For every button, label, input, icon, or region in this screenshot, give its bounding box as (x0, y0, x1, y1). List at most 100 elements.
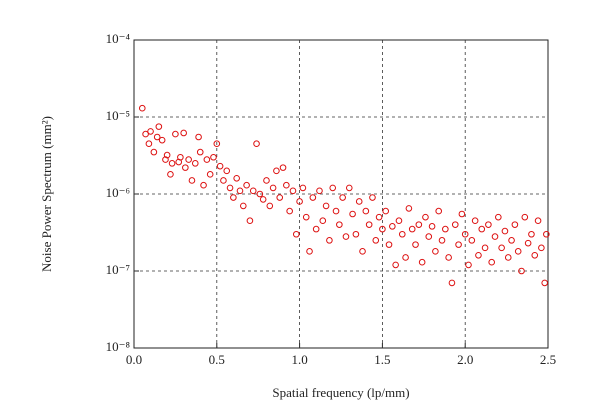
point (514, 248, 522, 255)
point (138, 104, 146, 112)
point (239, 202, 247, 210)
point (359, 248, 366, 255)
point (147, 128, 154, 135)
x-axis-title: Spatial frequency (lp/mm) (272, 385, 409, 400)
point (455, 241, 462, 248)
x-tick-label: 0.0 (126, 352, 142, 367)
point (266, 202, 274, 210)
point (511, 221, 519, 228)
point (491, 233, 499, 240)
point (182, 164, 189, 171)
point (163, 151, 171, 159)
point (276, 194, 284, 201)
point (445, 254, 452, 261)
point (395, 217, 403, 225)
point (481, 244, 489, 252)
y-tick-label: 10⁻⁶ (106, 185, 130, 200)
point (145, 140, 153, 148)
y-tick-label: 10⁻⁸ (106, 339, 131, 354)
point (332, 207, 340, 215)
point (191, 160, 199, 167)
point (468, 237, 476, 244)
point (379, 225, 386, 233)
point (448, 279, 456, 287)
point (504, 254, 512, 261)
point (158, 136, 166, 144)
point (336, 221, 343, 228)
point (259, 196, 267, 203)
point (392, 261, 399, 269)
y-tick-label: 10⁻⁴ (106, 31, 131, 46)
point (196, 148, 204, 156)
point (243, 181, 250, 189)
point (415, 221, 423, 228)
x-tick-label: 1.5 (374, 352, 390, 367)
point (534, 217, 542, 225)
point (210, 153, 217, 161)
point (435, 207, 443, 215)
point (478, 225, 486, 233)
point (408, 225, 416, 233)
point (488, 258, 495, 266)
point (518, 267, 525, 275)
x-tick-label: 2.0 (457, 352, 473, 367)
point (296, 198, 303, 205)
point (461, 230, 469, 238)
point (177, 153, 184, 161)
point (226, 184, 234, 192)
point (188, 177, 196, 184)
point (342, 233, 350, 240)
point (302, 213, 310, 221)
y-tick-label: 10⁻⁵ (106, 108, 130, 123)
point (382, 207, 390, 215)
point (355, 198, 363, 205)
point (471, 217, 479, 225)
point (283, 181, 290, 189)
point (246, 217, 254, 225)
point (372, 237, 380, 244)
point (286, 207, 293, 215)
point (230, 194, 237, 201)
y-axis-title: Noise Power Spectrum (mm²) (39, 116, 54, 272)
point (326, 237, 333, 244)
point (292, 230, 300, 238)
point (385, 241, 393, 248)
point (236, 187, 244, 195)
point (153, 133, 161, 141)
point (172, 130, 179, 138)
point (528, 230, 535, 238)
point (428, 223, 436, 230)
point (203, 156, 211, 163)
point (316, 187, 323, 195)
point (442, 225, 449, 233)
point (362, 207, 370, 215)
point (322, 202, 330, 210)
point (216, 162, 224, 170)
point (289, 187, 297, 195)
point (185, 156, 192, 163)
point (501, 227, 509, 235)
point (422, 213, 429, 221)
point (495, 213, 502, 221)
point (458, 210, 466, 218)
point (438, 237, 446, 244)
point (306, 248, 313, 255)
point (418, 258, 426, 266)
point (425, 233, 433, 240)
point (162, 156, 169, 163)
point (269, 184, 277, 192)
point (339, 194, 346, 201)
x-tick-label: 1.0 (291, 352, 307, 367)
point (273, 167, 280, 175)
point (319, 217, 327, 225)
point (405, 205, 413, 212)
point (329, 184, 337, 192)
point (200, 181, 207, 189)
point (206, 171, 214, 178)
point (168, 160, 176, 167)
point (180, 129, 187, 137)
point (299, 184, 307, 192)
point (213, 140, 221, 148)
point (543, 230, 550, 238)
